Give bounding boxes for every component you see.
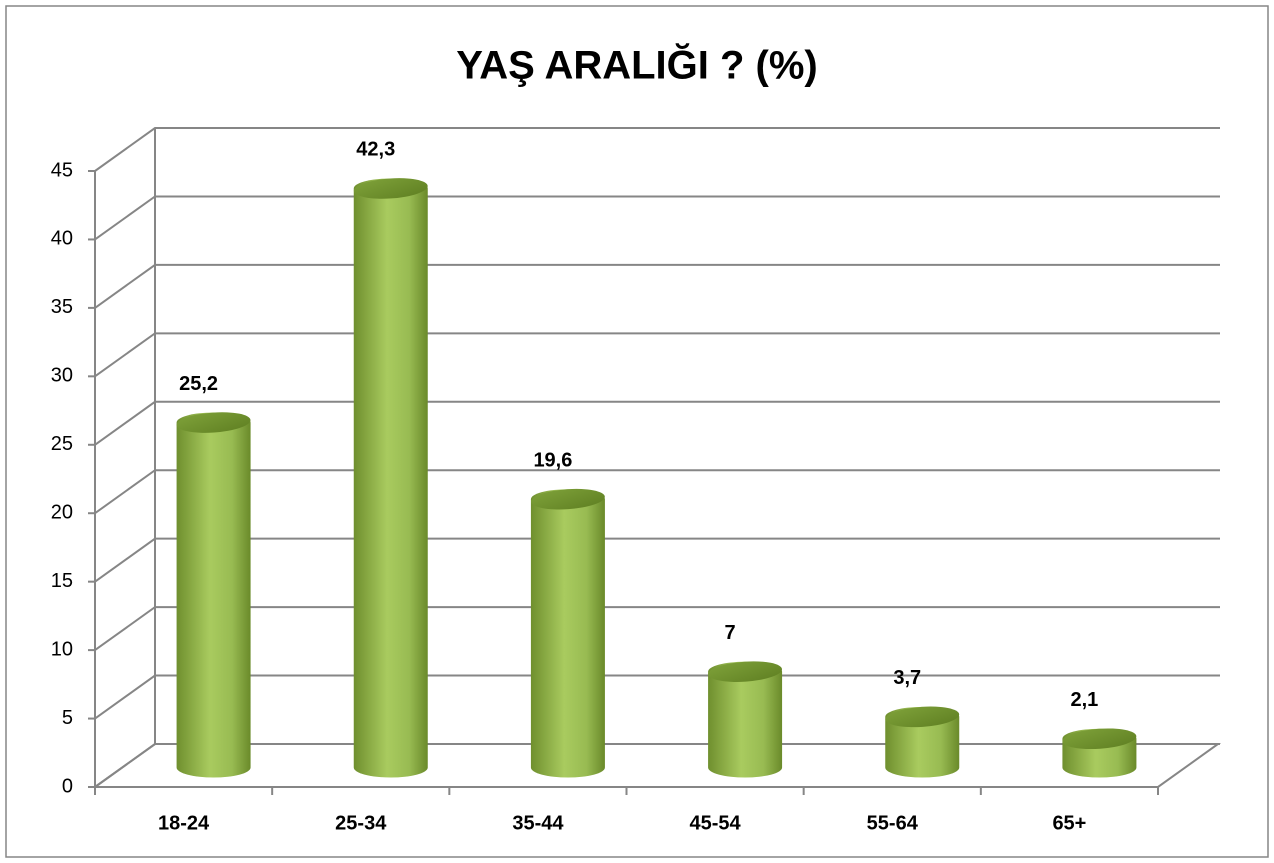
bar (176, 412, 251, 778)
grid-line (94, 674, 1220, 720)
bar-top (353, 178, 428, 199)
bar-top (708, 661, 782, 682)
y-tick-label: 45 (51, 159, 73, 181)
data-label: 25,2 (179, 373, 218, 395)
x-tick-label: 18-24 (158, 812, 210, 834)
data-label: 42,3 (356, 139, 395, 161)
x-tick-label: 35-44 (512, 812, 564, 834)
x-tick-label: 65+ (1052, 812, 1086, 834)
y-tick-label: 10 (51, 638, 73, 660)
chart-title: YAŞ ARALIĞI ? (%) (456, 42, 818, 88)
y-tick-label: 20 (51, 502, 73, 524)
bar (353, 178, 428, 778)
x-tick-label: 55-64 (867, 812, 919, 834)
y-tick-label: 25 (51, 433, 73, 455)
bar-top (176, 412, 251, 433)
y-tick-label: 30 (51, 365, 73, 387)
grid-line (94, 332, 1220, 378)
grid-line (94, 743, 1220, 788)
bar-top (531, 488, 605, 510)
bar-top (1062, 728, 1137, 750)
grid-line (94, 400, 1220, 446)
grid-line (94, 263, 1220, 309)
y-tick-label: 5 (62, 707, 73, 729)
grid-line (94, 606, 1220, 651)
bar (708, 661, 783, 778)
grid-line (94, 195, 1220, 241)
data-label: 2,1 (1071, 689, 1099, 711)
y-tick-label: 40 (51, 228, 73, 250)
y-tick-label: 15 (51, 570, 73, 592)
y-tick-label: 35 (51, 296, 73, 318)
data-label: 19,6 (533, 449, 572, 471)
grid-line (94, 127, 1220, 172)
data-label: 3,7 (893, 667, 921, 689)
x-tick-label: 45-54 (690, 812, 742, 834)
bar (530, 489, 605, 778)
data-label: 7 (725, 622, 736, 644)
y-tick-label: 0 (62, 775, 73, 797)
x-tick-label: 25-34 (335, 812, 387, 834)
bar-top (885, 706, 960, 728)
grid-line (94, 537, 1220, 583)
grid-line (94, 469, 1220, 515)
